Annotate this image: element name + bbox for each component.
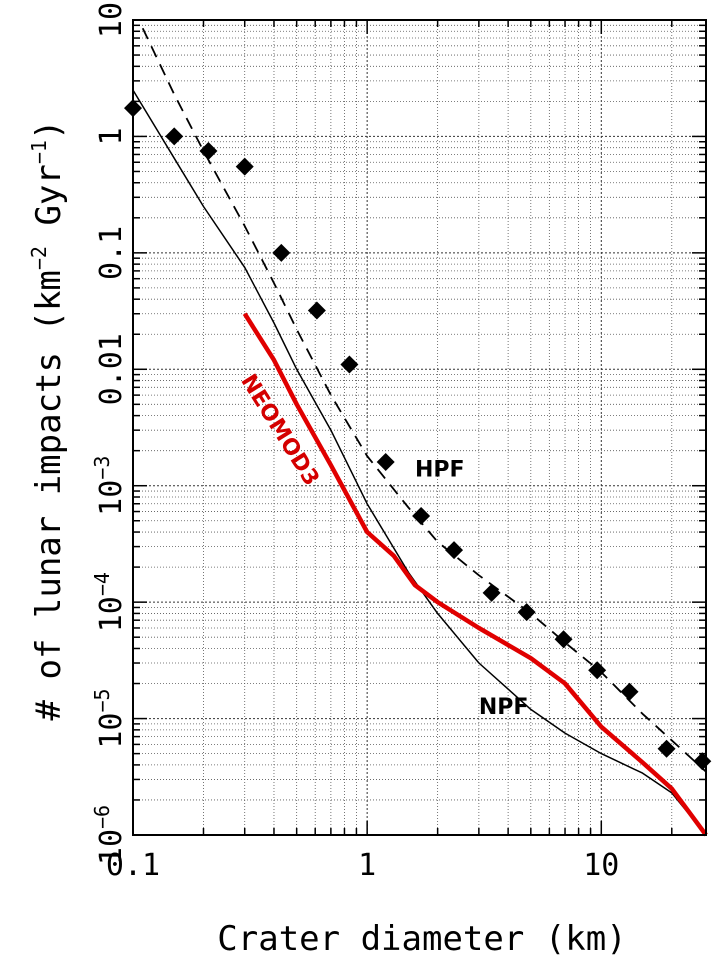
data-point-diamond bbox=[165, 127, 184, 146]
y-tick-label: 10−5 bbox=[90, 688, 129, 748]
grid bbox=[132, 19, 706, 836]
data-point-diamond bbox=[445, 541, 464, 560]
npf-label: NPF bbox=[479, 695, 529, 720]
y-tick-label: 10−6 bbox=[90, 805, 129, 865]
y-tick-label: 0.01 bbox=[94, 333, 129, 405]
data-point-diamond bbox=[693, 752, 712, 771]
data-point-diamond bbox=[199, 141, 218, 160]
data-point-diamond bbox=[657, 739, 676, 758]
data-point-diamond bbox=[517, 603, 536, 622]
y-axis-title: # of lunar impacts (km−2 Gyr−1) bbox=[27, 120, 69, 721]
data-point-diamond bbox=[376, 452, 395, 471]
data-point-diamond bbox=[412, 506, 431, 525]
y-tick-label: 1 bbox=[94, 127, 129, 145]
data-point-diamond bbox=[620, 682, 639, 701]
data-point-diamond bbox=[554, 630, 573, 649]
x-tick-label: 10 bbox=[583, 848, 619, 883]
plot-frame bbox=[132, 19, 707, 836]
hpf-label: HPF bbox=[415, 457, 465, 482]
y-tick-label: 0.1 bbox=[94, 226, 129, 280]
data-point-diamond bbox=[307, 301, 326, 320]
data-point-diamond bbox=[482, 583, 501, 602]
x-axis-title: Crater diameter (km) bbox=[217, 919, 626, 959]
points-layer bbox=[124, 99, 712, 771]
x-tick-label: 1 bbox=[358, 848, 376, 883]
tick-labels: 0.1 1 10 10 1 0.1 0.01 10−3 10−4 10−5 10−6 bbox=[90, 2, 619, 883]
plot-border bbox=[132, 19, 707, 836]
data-point-diamond bbox=[588, 661, 607, 680]
data-point-diamond bbox=[340, 355, 359, 374]
neomod3-series-line bbox=[242, 312, 708, 837]
y-tick-label: 10 bbox=[94, 2, 129, 38]
hpf-series-line bbox=[141, 27, 707, 773]
data-point-diamond bbox=[235, 157, 254, 176]
y-tick-label: 10−3 bbox=[90, 456, 129, 516]
y-tick-label: 10−4 bbox=[90, 572, 129, 632]
x-tick-label: 0.1 bbox=[106, 848, 160, 883]
data-point-diamond bbox=[272, 243, 291, 262]
series-layer bbox=[132, 27, 708, 837]
